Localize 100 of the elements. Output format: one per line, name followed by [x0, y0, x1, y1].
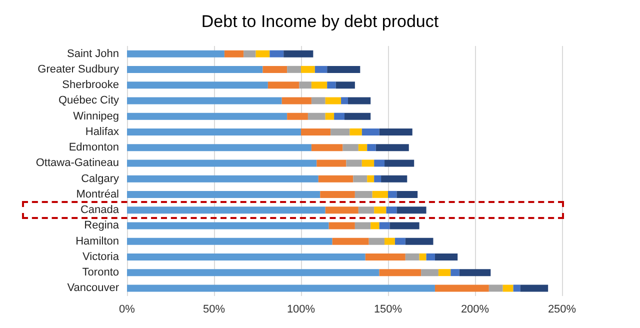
- bar: [127, 253, 366, 260]
- bar: [421, 269, 438, 276]
- y-tick-label: Ottawa-Gatineau: [36, 157, 119, 170]
- bar: [127, 222, 329, 230]
- bar: [367, 175, 374, 182]
- bar: [374, 160, 385, 167]
- bar: [256, 50, 270, 58]
- bar: [325, 97, 342, 104]
- y-tick-label: Winnipeg: [73, 110, 119, 122]
- bar: [268, 82, 300, 89]
- bar: [334, 112, 344, 120]
- bar: [358, 144, 368, 152]
- bar: [374, 206, 386, 214]
- chart-title: Debt to Income by debt product: [201, 12, 439, 31]
- bar: [127, 144, 312, 152]
- bar: [346, 160, 362, 167]
- bar: [381, 175, 408, 182]
- bar: [127, 50, 224, 58]
- bar: [368, 238, 385, 245]
- bar: [262, 66, 288, 73]
- bar: [332, 238, 369, 245]
- x-tick-label: 200%: [460, 304, 490, 316]
- y-tick-label: Canada: [80, 204, 120, 216]
- bar: [325, 206, 358, 214]
- bar: [390, 222, 420, 230]
- bar: [348, 97, 371, 104]
- bar: [342, 144, 358, 152]
- bar: [358, 206, 374, 214]
- bar: [502, 284, 514, 292]
- bar: [287, 66, 301, 73]
- bar: [325, 112, 334, 120]
- x-tick-label: 100%: [286, 304, 316, 316]
- bar: [450, 269, 460, 276]
- bar: [127, 269, 380, 276]
- x-tick-label: 0%: [119, 304, 136, 316]
- y-tick-label: Sherbrooke: [62, 79, 119, 92]
- bar: [434, 253, 458, 260]
- bar: [287, 112, 308, 120]
- bar: [316, 160, 346, 167]
- bar: [284, 50, 314, 58]
- bar: [370, 222, 380, 230]
- bar: [308, 112, 326, 120]
- bar: [224, 50, 244, 58]
- y-tick-label: Halifax: [85, 126, 120, 138]
- bar: [327, 66, 360, 73]
- bar: [282, 97, 312, 104]
- bar: [314, 66, 328, 73]
- bar: [353, 175, 368, 182]
- bar: [362, 160, 374, 167]
- bar: [301, 128, 331, 136]
- bar: [336, 82, 355, 89]
- bar: [301, 66, 315, 73]
- bar: [270, 50, 284, 58]
- bar: [384, 160, 414, 167]
- bar: [311, 144, 343, 152]
- bar: [127, 112, 288, 120]
- bar: [318, 175, 354, 182]
- bar: [127, 284, 435, 292]
- bar: [394, 238, 406, 245]
- bar: [362, 128, 380, 136]
- bar: [372, 190, 388, 198]
- bar: [244, 50, 256, 58]
- y-tick-label: Montréal: [76, 188, 119, 200]
- bar: [376, 144, 409, 152]
- y-tick-label: Québec City: [58, 94, 120, 107]
- bar: [488, 284, 503, 292]
- x-tick-label: 250%: [548, 304, 576, 316]
- bar: [379, 269, 422, 276]
- y-tick-label: Hamilton: [76, 235, 119, 248]
- bar: [330, 128, 350, 136]
- bar: [311, 97, 326, 104]
- bar: [396, 190, 418, 198]
- y-tick-label: Calgary: [81, 172, 120, 185]
- bar: [127, 160, 317, 167]
- bar: [520, 284, 548, 292]
- bar: [354, 190, 372, 198]
- y-tick-label: Greater Sudbury: [38, 63, 120, 76]
- bar: [513, 284, 520, 292]
- bar: [350, 128, 362, 136]
- bar: [311, 82, 328, 89]
- x-tick-label: 150%: [374, 304, 402, 316]
- bar: [127, 66, 263, 73]
- bar: [405, 238, 434, 245]
- bar: [320, 190, 355, 198]
- bar: [426, 253, 435, 260]
- bar: [299, 82, 312, 89]
- bar: [327, 82, 336, 89]
- bar: [384, 238, 395, 245]
- bar: [419, 253, 426, 260]
- bar: [396, 206, 426, 214]
- bar: [127, 175, 318, 182]
- bar: [459, 269, 491, 276]
- bar: [127, 190, 320, 198]
- bar: [127, 97, 282, 104]
- bar: [374, 175, 382, 182]
- y-tick-label: Edmonton: [68, 142, 119, 154]
- bar: [127, 238, 332, 245]
- y-tick-label: Saint John: [67, 48, 119, 60]
- y-tick-label: Victoria: [82, 250, 120, 263]
- bar: [379, 128, 412, 136]
